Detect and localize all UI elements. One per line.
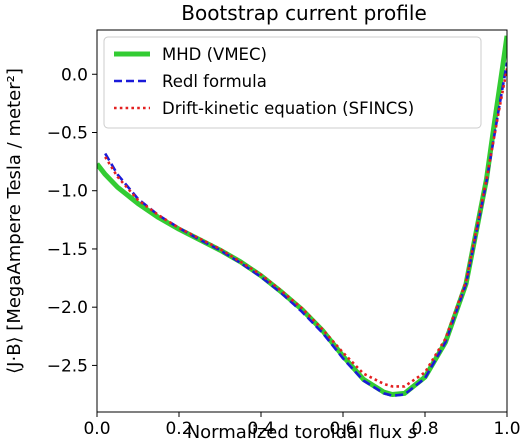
legend-box xyxy=(103,36,482,129)
y-tick-label: −2.0 xyxy=(47,298,88,318)
plot-frame xyxy=(96,29,508,413)
x-tick-label: 0.0 xyxy=(83,419,110,439)
legend: MHD (VMEC) Redl formula Drift-kinetic equa… xyxy=(103,36,482,129)
legend-label: Drift-kinetic equation (SFINCS) xyxy=(162,99,414,118)
legend-label: MHD (VMEC) xyxy=(162,45,267,64)
y-tick-label: −0.5 xyxy=(47,123,88,143)
legend-label: Redl formula xyxy=(162,72,267,91)
y-axis: 0.0 −0.5 −1.0 −1.5 −2.0 −2.5 xyxy=(47,65,97,376)
x-axis-label-var: s xyxy=(408,422,417,443)
x-axis-label-main: Normalized toroidal flux xyxy=(187,422,408,443)
x-tick-label: 0.4 xyxy=(247,419,274,439)
x-axis: 0.0 0.2 0.4 0.6 0.8 1.0 xyxy=(83,412,520,439)
x-tick-label: 1.0 xyxy=(493,419,520,439)
x-tick-label: 0.2 xyxy=(165,419,192,439)
x-axis-label: Normalized toroidal flux s xyxy=(187,422,418,443)
y-tick-label: 0.0 xyxy=(61,65,88,85)
y-axis-label: ⟨J·B⟩ [MegaAmpere Tesla / meter²] xyxy=(4,68,25,374)
y-tick-label: −2.5 xyxy=(47,356,88,376)
y-tick-label: −1.0 xyxy=(47,182,88,202)
x-tick-label: 0.6 xyxy=(329,419,356,439)
x-tick-label: 0.8 xyxy=(411,419,438,439)
y-tick-label: −1.5 xyxy=(47,240,88,260)
series-layer xyxy=(97,35,507,397)
chart-title: Bootstrap current profile xyxy=(181,1,427,25)
series-line-2 xyxy=(104,68,507,388)
series-line-1 xyxy=(104,62,507,397)
